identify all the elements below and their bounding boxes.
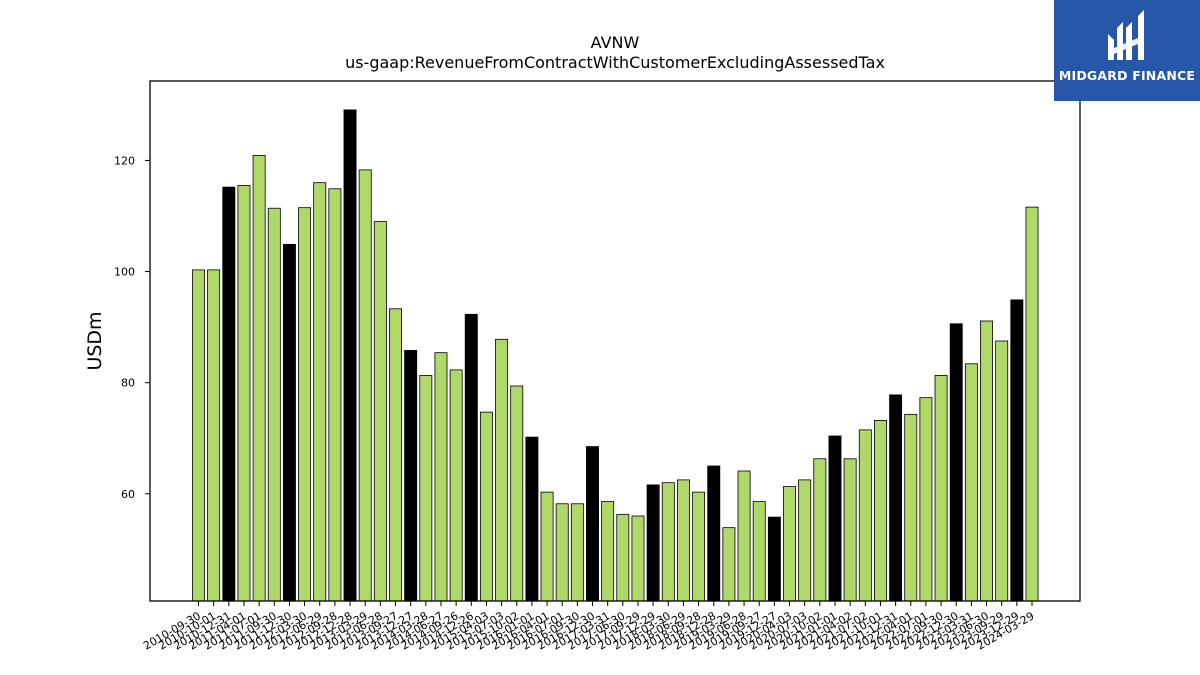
bar bbox=[1010, 299, 1024, 602]
bar bbox=[389, 308, 402, 602]
bar bbox=[510, 385, 524, 602]
bar bbox=[419, 375, 433, 602]
bar bbox=[434, 352, 448, 602]
bar bbox=[616, 513, 630, 602]
bar bbox=[798, 479, 812, 602]
bar bbox=[813, 458, 827, 602]
bar bbox=[252, 155, 266, 602]
bar bbox=[282, 243, 296, 602]
bar bbox=[586, 446, 599, 602]
brand-name: MIDGARD FINANCE bbox=[1058, 68, 1196, 83]
bar bbox=[783, 486, 796, 602]
bar bbox=[752, 501, 766, 602]
x-axis: 2010-09-302010-10-012010-12-312011-04-01… bbox=[141, 601, 1037, 653]
bar bbox=[525, 436, 539, 602]
bar bbox=[828, 435, 842, 602]
bar bbox=[995, 340, 1009, 602]
bar bbox=[889, 394, 903, 602]
bar bbox=[676, 479, 690, 602]
bar bbox=[328, 188, 342, 602]
bar bbox=[358, 169, 372, 602]
bar bbox=[540, 491, 554, 602]
bar bbox=[873, 420, 887, 602]
bar bbox=[858, 429, 872, 602]
bar bbox=[313, 182, 327, 602]
bar bbox=[298, 207, 312, 602]
bar bbox=[964, 363, 978, 602]
bar bbox=[222, 186, 236, 602]
y-tick-label: 120 bbox=[114, 154, 135, 167]
y-axis: 60 80 100 120 bbox=[114, 154, 150, 501]
brand-logo: MIDGARD FINANCE bbox=[1054, 0, 1200, 101]
bar bbox=[904, 413, 918, 602]
bar bbox=[601, 501, 615, 602]
bar bbox=[449, 369, 463, 602]
midgard-logo-mark-icon bbox=[1108, 10, 1144, 60]
bar bbox=[404, 350, 418, 602]
y-axis-label: USDm bbox=[84, 311, 106, 370]
bar bbox=[192, 269, 205, 602]
bar bbox=[767, 516, 781, 602]
bar bbox=[343, 109, 357, 602]
bar bbox=[707, 465, 721, 602]
bar bbox=[646, 484, 660, 602]
bar bbox=[267, 207, 281, 602]
bar bbox=[570, 503, 584, 602]
bar bbox=[949, 323, 963, 602]
bar bbox=[980, 320, 993, 602]
bar bbox=[479, 411, 493, 602]
plot-frame bbox=[149, 80, 1081, 602]
bar bbox=[207, 269, 221, 602]
bar bbox=[1025, 206, 1039, 602]
bar bbox=[495, 338, 509, 602]
bar-group bbox=[192, 109, 1039, 602]
bar bbox=[692, 491, 706, 602]
y-tick-label: 80 bbox=[121, 377, 135, 390]
chart-subtitle: us-gaap:RevenueFromContractWithCustomerE… bbox=[345, 53, 885, 72]
bar bbox=[373, 221, 387, 602]
bar bbox=[555, 503, 569, 602]
bar bbox=[722, 527, 736, 602]
bar bbox=[934, 375, 948, 602]
y-tick-label: 60 bbox=[121, 488, 135, 501]
bar bbox=[237, 185, 251, 602]
bar bbox=[631, 515, 645, 602]
bar bbox=[464, 313, 478, 602]
bar bbox=[843, 458, 857, 602]
chart-title: AVNW bbox=[591, 33, 640, 52]
bar bbox=[919, 397, 933, 602]
y-tick-label: 100 bbox=[114, 266, 135, 279]
bar bbox=[661, 482, 675, 602]
bar bbox=[737, 470, 751, 602]
